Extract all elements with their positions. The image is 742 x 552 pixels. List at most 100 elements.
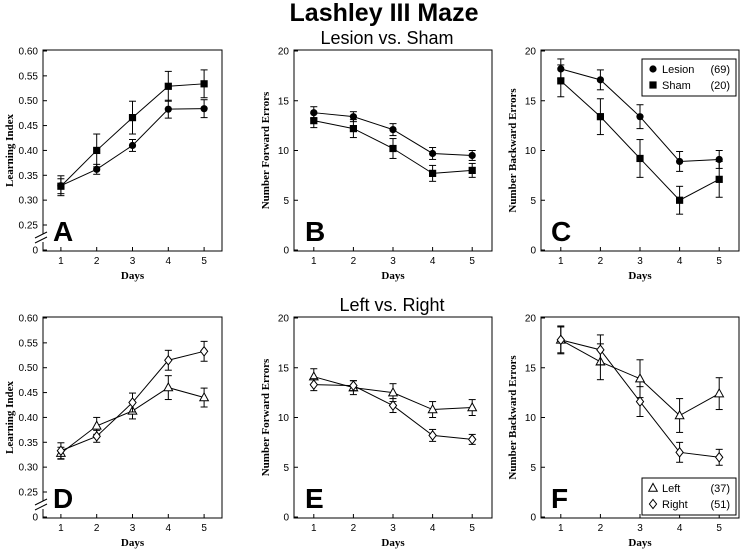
series-triangle [55,375,210,460]
y-tick-label: 0.25 [19,488,39,499]
data-point [200,80,208,88]
data-point [349,125,357,133]
data-point [389,126,397,134]
legend-marker [649,65,657,73]
data-point [310,109,318,117]
data-point [467,433,477,445]
y-axis-label: Number Backward Errors [507,355,519,480]
x-tick-label: 2 [598,523,604,534]
panel-a: 0.60 0.55 0.50 0.45 0.40 0.35 0.30 0.25 0 1 2 3 4 5 Da… [4,47,223,282]
legend-count: (37) [710,483,730,495]
data-point [634,373,646,383]
legend: Left (37) Right (51) [641,477,737,516]
x-tick-label: 4 [166,256,172,267]
data-point [676,196,684,204]
y-tick-label: 0.30 [19,196,39,207]
data-point [636,113,644,121]
x-tick-label: 2 [351,523,357,534]
y-tick-label: 15 [525,363,537,374]
y-tick-label: 15 [278,96,290,107]
x-tick-label: 3 [130,256,136,267]
legend-count: (51) [710,499,730,511]
y-tick-label: 0.30 [19,463,39,474]
data-point [714,387,725,398]
y-tick-label: 0.55 [19,338,39,349]
y-tick-label: 0.45 [19,388,39,399]
data-point [93,146,101,155]
x-axis-label: Days [628,537,652,549]
data-point [387,386,399,397]
x-tick-label: 4 [677,256,683,267]
x-tick-label: 5 [469,256,475,267]
data-point [128,141,137,150]
x-tick-label: 5 [201,523,207,534]
y-axis-label: Learning Index [4,380,16,454]
data-point [674,409,685,420]
data-point [164,354,173,366]
x-tick-label: 2 [94,256,100,267]
x-tick-label: 5 [716,523,722,534]
x-tick-label: 4 [430,523,436,534]
data-point [57,182,65,190]
series-line [60,83,205,187]
y-tick-label: 0.35 [19,438,39,449]
legend-box [641,58,737,97]
figure-title: Lashley III Maze [290,0,479,27]
x-axis-label: Days [381,270,405,282]
panel-b: 0 5 10 15 20 1 2 3 4 5 Days Number Forward Errors B [260,47,493,282]
data-point [676,157,684,166]
y-tick-label: 0.50 [19,363,39,374]
y-tick-label: 20 [278,314,290,325]
y-tick-label: 0.25 [19,221,39,232]
legend-count: (69) [710,64,730,76]
data-point [429,169,437,177]
x-tick-label: 3 [637,256,643,267]
legend-label: Right [662,499,688,511]
panel-d: 0.60 0.55 0.50 0.45 0.40 0.35 0.30 0.25 0 1 2 3 4 5 Da… [4,314,223,549]
data-point [128,114,137,122]
series-diamond [556,326,724,466]
x-tick-label: 3 [637,523,643,534]
data-point [428,429,437,441]
data-point [468,151,476,160]
x-tick-label: 1 [58,256,64,267]
y-tick-label: 0.55 [19,71,39,82]
y-tick-label: 0.60 [19,47,39,58]
group-title-lesion-sham: Lesion vs. Sham [320,28,453,48]
x-tick-label: 3 [390,523,396,534]
legend-label: Lesion [662,64,694,76]
legend-marker [648,498,658,510]
panel-f: 0 5 10 15 20 1 2 3 4 5 Days Number Backward Errors L… [507,314,740,549]
y-tick-label: 0.40 [19,413,39,424]
axis-break-mark [34,503,48,511]
data-point [164,82,172,90]
y-tick-label: 0 [530,246,536,257]
y-tick-label: 5 [283,196,289,207]
panel-letter: D [53,483,73,514]
data-point [675,446,684,458]
axis-break-gap [41,234,46,242]
plot-frame [293,316,493,519]
data-point [636,154,644,163]
data-point [310,117,318,125]
data-point [93,165,101,173]
data-point [389,144,397,153]
data-point [635,396,645,407]
y-tick-label: 5 [530,196,536,207]
x-tick-label: 1 [558,523,564,534]
group-title-left-right: Left vs. Right [339,295,444,315]
x-tick-label: 5 [469,523,475,534]
x-tick-label: 5 [716,256,722,267]
y-axis-label: Number Forward Errors [260,358,272,476]
data-point [557,77,565,85]
y-tick-label: 10 [525,146,537,157]
panel-letter: F [551,483,568,514]
panel-c: 0 5 10 15 20 1 2 3 4 5 Days Number Backward Errors L… [507,47,740,282]
axis-break-mark [34,231,48,239]
y-tick-label: 20 [278,47,290,58]
x-tick-label: 4 [166,523,172,534]
data-point [468,166,476,174]
data-point [349,113,357,121]
data-point [91,420,102,430]
data-point [163,381,174,392]
